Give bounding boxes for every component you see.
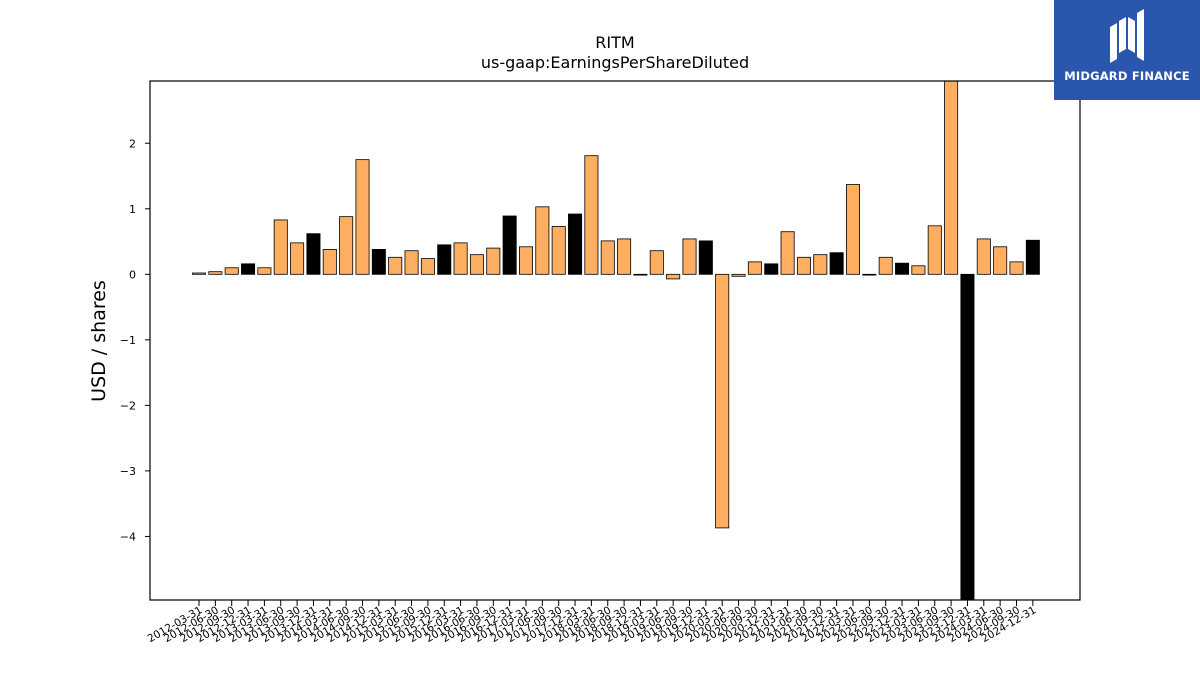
y-axis-ticks: −4 −3 −2 −1 0 1 2 (120, 137, 150, 543)
bar-2016-09-30 (486, 247, 501, 275)
y-axis-label: USD / shares (88, 280, 110, 402)
bar-2018-09-30 (617, 238, 632, 275)
bar-2022-03-31 (846, 184, 861, 275)
bar-2014-03-31 (322, 249, 337, 275)
y-tick-label: −4 (120, 530, 136, 543)
bar-2015-06-30 (404, 250, 419, 275)
bar-2024-03-31 (976, 238, 991, 275)
bar-2012-12-31 (241, 263, 256, 275)
bar-2014-09-30 (355, 159, 370, 275)
bar-2016-03-31 (453, 242, 468, 275)
bar-2013-03-31 (257, 267, 272, 275)
bar-2017-03-31 (519, 246, 534, 275)
bar-2019-03-31 (649, 250, 664, 275)
bar-2013-12-31 (306, 233, 321, 275)
bar-2021-03-31 (780, 231, 795, 275)
bar-2012-09-30 (224, 267, 239, 275)
bar-2013-09-30 (290, 242, 305, 275)
chart-subtitle: us-gaap:EarningsPerShareDiluted (481, 53, 749, 72)
bar-2023-06-30 (927, 225, 942, 275)
y-tick-label: −3 (120, 465, 136, 478)
bar-2015-03-31 (388, 256, 403, 275)
bar-2023-03-31 (911, 265, 926, 275)
plot-frame (149, 80, 1081, 601)
bar-2022-06-30 (862, 273, 877, 276)
bar-2014-12-31 (371, 249, 386, 275)
bar-2021-09-30 (813, 254, 828, 275)
logo-mark-icon (1110, 9, 1144, 63)
y-tick-label: 2 (129, 137, 136, 150)
bar-2016-12-31 (502, 215, 517, 275)
bar-2012-06-30 (208, 271, 223, 275)
bar-2016-06-30 (469, 254, 484, 275)
bar-2023-09-30 (944, 80, 959, 275)
bar-2019-12-31 (698, 240, 713, 275)
bar-2015-12-31 (437, 244, 452, 275)
y-tick-label: −1 (120, 334, 136, 347)
bar-2022-09-30 (878, 256, 893, 275)
bar-2020-09-30 (747, 261, 762, 275)
bar-2017-06-30 (535, 206, 550, 275)
bar-2014-06-30 (339, 216, 354, 275)
bar-2023-12-31 (960, 273, 975, 601)
chart-title: RITM (595, 33, 634, 52)
bar-2013-06-30 (273, 219, 288, 275)
bar-2017-12-31 (568, 213, 583, 275)
logo-text: MIDGARD FINANCE (1064, 69, 1190, 83)
bar-2019-06-30 (666, 273, 681, 280)
x-axis-ticks: 2012-03-312012-06-302012-09-302012-12-31… (146, 600, 1038, 645)
bars (191, 80, 1040, 601)
bar-2018-06-30 (600, 240, 615, 275)
bar-2018-03-31 (584, 155, 599, 275)
bar-2024-12-31 (1025, 239, 1040, 275)
bar-2012-03-31 (191, 272, 206, 275)
bar-2024-09-30 (1009, 261, 1024, 275)
bar-2015-09-30 (420, 258, 435, 275)
bar-2018-12-31 (633, 273, 648, 276)
bar-2022-12-31 (895, 262, 910, 275)
bar-2017-09-30 (551, 226, 566, 275)
bar-2020-12-31 (764, 263, 779, 275)
y-tick-label: 1 (129, 203, 136, 216)
y-tick-label: −2 (120, 399, 136, 412)
bar-2020-06-30 (731, 273, 746, 277)
bar-2021-12-31 (829, 252, 844, 275)
bar-2021-06-30 (796, 256, 811, 275)
bar-2019-09-30 (682, 238, 697, 275)
y-tick-label: 0 (129, 268, 136, 281)
bar-2024-06-30 (993, 246, 1008, 275)
bar-2020-03-31 (715, 273, 730, 529)
logo: MIDGARD FINANCE (1054, 0, 1200, 100)
